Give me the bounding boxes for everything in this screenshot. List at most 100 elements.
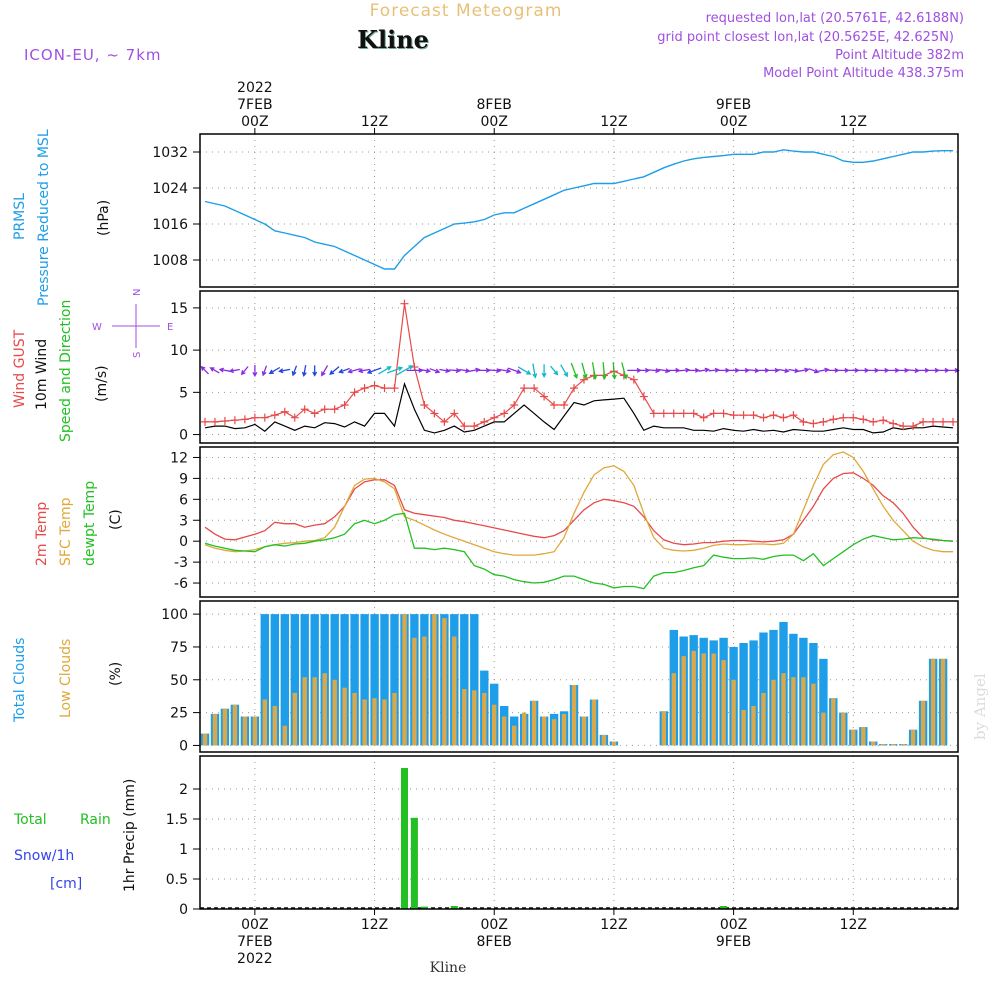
pressure-unit: (hPa)	[96, 200, 112, 236]
low-cloud-bar	[731, 679, 736, 746]
wind-direction-arrow	[386, 366, 404, 374]
precip-unit: 1hr Precip (mm)	[122, 779, 138, 892]
low-cloud-bar	[581, 716, 587, 746]
gust-marker	[949, 417, 958, 426]
wind-direction-arrow	[927, 367, 940, 373]
temp-label-2: SFC Temp	[58, 497, 74, 566]
gust-marker	[859, 415, 868, 424]
precip-ytick-label: 0.5	[166, 872, 188, 888]
temp-ytick-label: 0	[179, 534, 188, 550]
gust-marker	[939, 417, 948, 426]
total-cloud-bar	[470, 614, 479, 746]
wind-label-1: Wind GUST	[12, 329, 28, 408]
wind-direction-arrow	[718, 367, 731, 373]
wind-direction-arrow	[611, 362, 617, 380]
bottom-time-label: 12Z	[600, 917, 627, 933]
wind-direction-arrow	[937, 367, 950, 373]
model-name: ICON-EU, ~ 7km	[24, 46, 162, 64]
gust-marker	[340, 401, 349, 409]
total-cloud-bar	[350, 614, 359, 746]
gust-marker	[729, 411, 738, 420]
gust-marker	[490, 413, 499, 422]
wind-direction-arrow	[638, 367, 651, 373]
temp-ytick-label: -6	[174, 576, 188, 592]
gust-marker	[849, 413, 858, 422]
gust-marker	[769, 411, 778, 420]
wind-ytick-label: 5	[179, 385, 188, 401]
low-cloud-bar	[611, 741, 617, 746]
wind-direction-arrow	[478, 367, 491, 373]
clouds-label-2: Low Clouds	[58, 639, 74, 718]
bottom-time-label: 00Z	[241, 917, 268, 933]
wind-direction-arrow	[591, 362, 598, 380]
model-altitude: Model Point Altitude 438.375m	[763, 66, 964, 81]
gust-marker	[739, 411, 748, 420]
low-cloud-bar	[342, 687, 347, 746]
low-cloud-bar	[761, 692, 766, 746]
gust-marker	[220, 417, 229, 426]
gust-marker	[230, 416, 239, 425]
rain-bar	[720, 906, 728, 909]
temp-ytick-label: 9	[179, 471, 188, 487]
low-cloud-bar	[781, 673, 786, 746]
gust-marker	[649, 409, 658, 418]
wind-direction-arrow	[627, 367, 642, 373]
temp-frame	[199, 446, 959, 598]
gust-marker	[899, 422, 908, 431]
low-cloud-bar	[671, 673, 676, 746]
wind-direction-arrow	[917, 367, 930, 373]
top-time-label: 9FEB	[716, 97, 751, 113]
low-cloud-bar	[771, 679, 776, 746]
low-cloud-bar	[442, 618, 447, 746]
clouds-ytick-label: 25	[170, 706, 188, 722]
gust-marker	[370, 381, 379, 390]
temp-sfc-line	[204, 451, 953, 556]
gust-marker	[889, 419, 898, 428]
temp-panel: -6 -3 0 3 6 9 12	[170, 446, 959, 598]
low-cloud-bar	[541, 716, 547, 746]
low-cloud-bar	[711, 653, 716, 746]
clouds-ytick-label: 75	[170, 640, 188, 656]
wind-direction-arrow	[541, 364, 547, 378]
low-cloud-bar	[751, 706, 756, 746]
total-cloud-bar	[280, 614, 289, 746]
gust-marker	[779, 413, 788, 422]
low-cloud-bar	[252, 716, 258, 746]
total-cloud-bar	[380, 614, 389, 746]
requested-coords: requested lon,lat (20.5761E, 42.6188N)	[706, 11, 964, 26]
low-cloud-bar	[412, 637, 417, 746]
pressure-axis-titles: PRMSL Pressure Reduced to MSL (hPa)	[12, 129, 112, 306]
low-cloud-bar	[920, 700, 926, 746]
low-cloud-bar	[551, 719, 557, 746]
low-cloud-bar	[232, 704, 238, 746]
wind-ytick-label: 10	[170, 343, 188, 359]
low-cloud-bar	[312, 677, 317, 746]
gust-marker	[579, 375, 588, 384]
gust-marker	[430, 409, 439, 418]
wind-direction-arrow	[878, 367, 890, 373]
bottom-time-label: 9FEB	[716, 934, 751, 950]
gust-marker	[280, 407, 289, 416]
low-cloud-bar	[212, 713, 218, 746]
low-cloud-bar	[701, 653, 706, 746]
top-time-label: 7FEB	[237, 97, 272, 113]
wind-direction-arrow	[708, 367, 720, 373]
wind-direction-arrow	[898, 367, 910, 373]
wind-direction-arrow	[448, 368, 462, 374]
precip-label-cm: [cm]	[50, 876, 82, 892]
gust-marker	[919, 417, 928, 426]
wind-direction-arrow	[261, 365, 268, 377]
temp-ytick-label: 12	[170, 450, 188, 466]
gust-marker	[749, 411, 758, 420]
wind-compass: N S W E	[92, 289, 173, 358]
clouds-unit: (%)	[108, 662, 124, 686]
wind-direction-arrow	[278, 368, 291, 374]
wind-direction-arrow	[858, 367, 870, 373]
low-cloud-bar	[522, 712, 527, 746]
gust-marker	[460, 422, 469, 431]
low-cloud-bar	[531, 700, 537, 746]
low-cloud-bar	[322, 673, 327, 746]
wind-direction-arrow	[347, 368, 361, 374]
compass-e: E	[167, 322, 173, 333]
